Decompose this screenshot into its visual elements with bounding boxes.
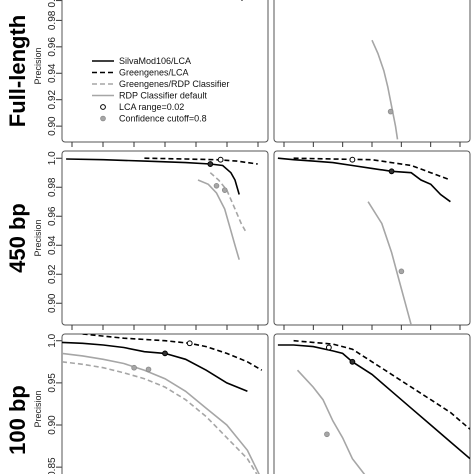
series-line <box>241 0 244 1</box>
y-tick-label: 0.96 <box>47 206 58 226</box>
y-tick-label: 0.98 <box>47 177 58 197</box>
lca-marker <box>162 350 168 357</box>
legend-label: Greengenes/LCA <box>119 68 189 78</box>
series-line <box>293 157 451 181</box>
legend-label: LCA range=0.02 <box>119 102 184 112</box>
series-line <box>144 157 258 165</box>
y-tick-label: 0.90 <box>47 293 58 313</box>
row-label: Full-length <box>5 15 30 127</box>
panel-frame <box>273 150 471 326</box>
lca-marker <box>325 344 332 351</box>
confidence-marker <box>145 366 152 373</box>
lca-marker <box>349 156 356 163</box>
legend-label: Confidence cutoff=0.8 <box>119 114 207 124</box>
lca-marker <box>217 156 224 163</box>
panel-frame <box>61 333 269 474</box>
y-tick-label: 0.90 <box>47 116 58 136</box>
series-line <box>293 339 470 430</box>
confidence-marker <box>221 187 228 193</box>
series-line <box>371 39 399 140</box>
panel-frame <box>273 333 471 474</box>
y-tick-label: 1.0 <box>47 151 58 165</box>
confidence-marker <box>324 431 330 438</box>
y-tick-label: 1.0 <box>47 333 58 347</box>
y-axis-label: Precision <box>33 47 43 84</box>
series-line <box>209 172 246 232</box>
lca-marker <box>186 340 193 347</box>
y-tick-label: 0.98 <box>47 10 58 30</box>
y-tick-label: 0.96 <box>47 37 58 57</box>
series-line <box>367 201 412 325</box>
lca-marker <box>388 168 395 175</box>
confidence-marker <box>131 364 137 371</box>
y-tick-label: 0.92 <box>47 264 58 284</box>
series-line <box>277 157 451 203</box>
row-label: 100 bp <box>5 385 30 455</box>
y-tick-label: 0.90 <box>47 415 58 435</box>
series-line <box>62 341 248 393</box>
legend-label: SilvaMod106/LCA <box>119 56 191 66</box>
y-tick-label: 0.95 <box>47 373 58 393</box>
series-line <box>277 344 470 460</box>
series-line <box>296 369 366 474</box>
series-line <box>82 334 263 371</box>
legend-label: RDP Classifier default <box>119 91 207 101</box>
series-line <box>197 179 240 260</box>
row-label: 450 bp <box>5 203 30 273</box>
confidence-marker <box>387 108 394 115</box>
y-axis-label: Precision <box>33 390 43 427</box>
panel-frame <box>273 0 471 143</box>
y-tick-label: 0.92 <box>47 90 58 110</box>
y-tick-label: 0.94 <box>47 235 58 255</box>
legend-marker <box>100 104 106 110</box>
y-tick-label: 0.85 <box>47 457 58 474</box>
legend-marker <box>100 115 106 122</box>
confidence-marker <box>398 268 405 275</box>
legend-label: Greengenes/RDP Classifier <box>119 79 229 89</box>
series-line <box>62 352 260 474</box>
y-tick-label: 0.9 <box>47 0 58 8</box>
lca-marker <box>349 358 356 365</box>
confidence-marker <box>213 183 220 189</box>
y-axis-label: Precision <box>33 219 43 256</box>
y-tick-label: 0.94 <box>47 63 58 83</box>
panel-frame <box>61 150 269 326</box>
lca-marker <box>207 161 214 167</box>
series-line <box>62 361 258 474</box>
